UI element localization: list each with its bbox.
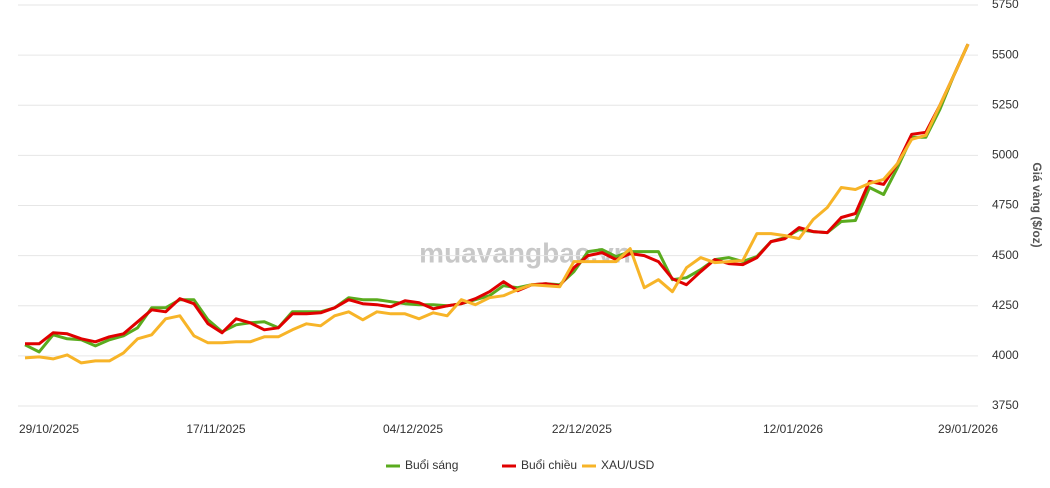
legend-label: Buổi chiều bbox=[521, 458, 577, 472]
x-tick-label: 17/11/2025 bbox=[186, 422, 245, 436]
y-tick-label: 4750 bbox=[992, 198, 1019, 212]
x-tick-label: 12/01/2026 bbox=[763, 422, 823, 436]
series-line bbox=[25, 43, 970, 346]
series-line bbox=[24, 43, 970, 365]
y-tick-label: 4500 bbox=[992, 248, 1019, 262]
y-tick-label: 5500 bbox=[992, 47, 1019, 61]
legend-label: XAU/USD bbox=[601, 458, 655, 472]
y-tick-label: 3750 bbox=[992, 398, 1019, 412]
x-tick-label: 29/10/2025 bbox=[19, 422, 79, 436]
x-tick-label: 22/12/2025 bbox=[552, 422, 612, 436]
legend-label: Buổi sáng bbox=[405, 458, 458, 472]
x-tick-label: 04/12/2025 bbox=[383, 422, 443, 436]
y-tick-label: 5750 bbox=[992, 0, 1019, 11]
y-axis-title: Giá vàng ($/oz) bbox=[1030, 162, 1044, 247]
y-tick-label: 5250 bbox=[992, 97, 1019, 111]
y-tick-label: 5000 bbox=[992, 148, 1019, 162]
y-tick-label: 4250 bbox=[992, 298, 1019, 312]
y-tick-label: 4000 bbox=[992, 348, 1019, 362]
grid bbox=[18, 4, 978, 407]
x-tick-label: 29/01/2026 bbox=[938, 422, 998, 436]
